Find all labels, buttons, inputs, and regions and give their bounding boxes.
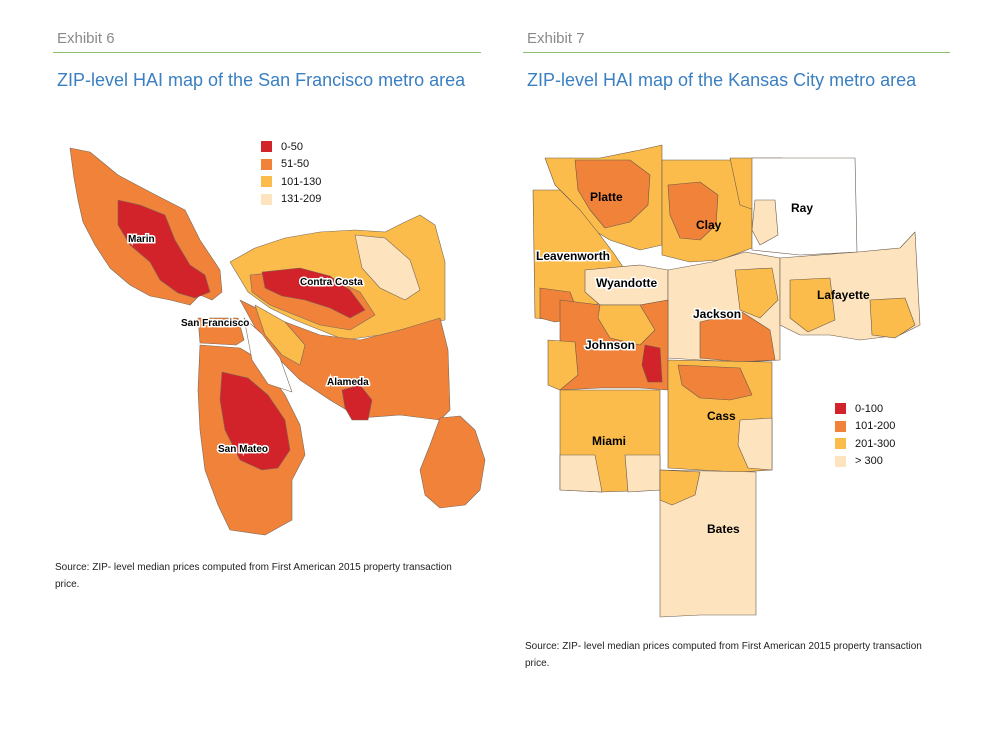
legend-row: 101-130 — [261, 173, 321, 191]
marin-label: Marin — [128, 234, 155, 245]
exhibit-7-legend: 0-100 101-200 201-300 > 300 — [835, 400, 895, 470]
legend-row: 0-100 — [835, 400, 895, 418]
johnson-label: Johnson — [585, 338, 635, 352]
legend-swatch — [261, 141, 272, 153]
contra-costa-light-zone — [354, 234, 421, 301]
legend-label: 0-100 — [855, 402, 884, 415]
lafayette-yellow-zone — [789, 277, 836, 333]
legend-label: 131-209 — [281, 193, 322, 206]
platte-label: Platte — [590, 190, 623, 204]
exhibit-7-label: Exhibit 7 — [527, 30, 585, 47]
cass-label: Cass — [707, 409, 736, 423]
legend-swatch — [261, 176, 272, 188]
legend-swatch — [261, 158, 272, 170]
san-francisco-label: San Francisco — [181, 318, 249, 329]
miami-light-zone-east — [624, 454, 661, 493]
marin-red-zone — [117, 199, 211, 299]
legend-row: 101-200 — [835, 418, 895, 436]
ray-label: Ray — [791, 201, 813, 215]
alameda-yellow-zone — [254, 304, 306, 366]
legend-label: 0-50 — [281, 140, 304, 153]
wyandotte-label: Wyandotte — [596, 276, 657, 290]
legend-label: > 300 — [855, 455, 883, 468]
legend-label: 101-130 — [281, 175, 322, 188]
cass-light-zone — [737, 417, 773, 471]
miami-light-zone — [559, 454, 603, 493]
johnson-red-zone — [641, 344, 663, 383]
clay-orange-zone — [667, 181, 719, 241]
santa-clara-tail-region — [419, 415, 486, 509]
legend-swatch — [261, 193, 272, 205]
exhibit-7-divider — [523, 52, 950, 53]
legend-row: > 300 — [835, 453, 895, 471]
exhibit-6-title: ZIP-level HAI map of the San Francisco m… — [57, 70, 466, 90]
jackson-yellow-zone — [734, 267, 779, 319]
exhibit-6-label: Exhibit 6 — [57, 30, 115, 47]
contra-costa-red-zone — [261, 267, 366, 319]
clay-label: Clay — [696, 218, 722, 232]
lafayette-yellow-zone-east — [869, 297, 916, 339]
legend-swatch — [835, 438, 846, 450]
lafayette-label: Lafayette — [817, 288, 870, 302]
exhibit-7-source-note: Source: ZIP- level median prices compute… — [525, 641, 922, 669]
ray-light-zone — [751, 199, 779, 246]
leavenworth-label: Leavenworth — [536, 249, 610, 263]
ray-county-region — [751, 157, 858, 256]
exhibit-6-divider — [53, 52, 481, 53]
san-mateo-red-zone — [219, 371, 291, 471]
alameda-label: Alameda — [327, 377, 369, 388]
legend-label: 51-50 — [281, 158, 310, 171]
bay-water — [243, 317, 293, 393]
contra-costa-label: Contra Costa — [300, 277, 363, 288]
cass-orange-zone — [677, 364, 753, 401]
legend-row: 201-300 — [835, 435, 895, 453]
legend-row: 51-50 — [261, 156, 321, 174]
johnson-yellow-zone — [597, 304, 656, 346]
san-mateo-label: San Mateo — [218, 444, 268, 455]
exhibit-6-legend: 0-50 51-50 101-130 131-209 — [261, 138, 321, 208]
legend-swatch — [835, 403, 846, 415]
exhibit-7-title: ZIP-level HAI map of the Kansas City met… — [527, 70, 917, 90]
miami-label: Miami — [592, 434, 626, 448]
bates-yellow-zone — [659, 469, 701, 506]
legend-label: 201-300 — [855, 437, 896, 450]
san-francisco-county-region — [197, 317, 245, 346]
alameda-red-zone — [341, 384, 373, 421]
legend-row: 0-50 — [261, 138, 321, 156]
legend-swatch — [835, 420, 846, 432]
jackson-label: Jackson — [693, 307, 741, 321]
exhibit-6-source-note: Source: ZIP- level median prices compute… — [55, 562, 452, 590]
legend-swatch — [835, 455, 846, 467]
jackson-orange-zone — [699, 311, 776, 363]
alameda-county-region — [239, 299, 451, 421]
legend-label: 101-200 — [855, 420, 896, 433]
platte-orange-zone — [574, 159, 651, 229]
johnson-west-zone — [547, 339, 579, 391]
bates-label: Bates — [707, 522, 740, 536]
bates-county-region — [659, 469, 757, 618]
legend-row: 131-209 — [261, 191, 321, 209]
